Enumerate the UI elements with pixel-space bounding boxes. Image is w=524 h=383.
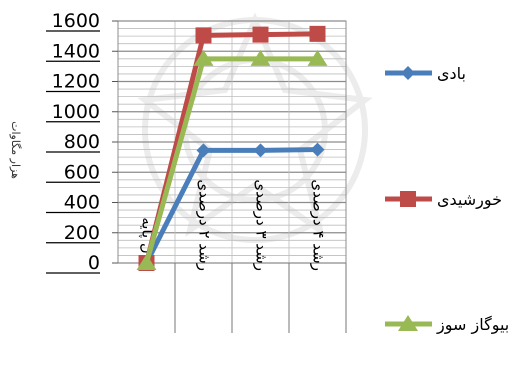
y-tick-label: 1000 xyxy=(52,101,100,123)
data-point xyxy=(253,143,268,158)
series-group xyxy=(136,25,328,271)
legend-label: بیوگاز سوز xyxy=(436,315,509,335)
series-line xyxy=(144,56,318,264)
y-tick-label: 1600 xyxy=(52,10,100,32)
legend-marker xyxy=(398,315,418,331)
legend-item: بادی xyxy=(385,64,466,83)
data-point xyxy=(307,49,328,66)
y-tick-label: 200 xyxy=(64,222,100,244)
legend-marker xyxy=(401,66,415,80)
y-axis: 0 200 400 600 800 1000 1200 1400 1600 xyxy=(46,10,118,274)
data-point xyxy=(196,143,211,158)
y-tick-label: 800 xyxy=(64,131,100,153)
legend: بادی خورشیدی بیوگاز سوز xyxy=(385,64,509,335)
legend-item: خورشیدی xyxy=(385,190,502,210)
y-tick-label: 0 xyxy=(88,252,100,274)
data-point xyxy=(250,49,271,66)
series-line xyxy=(144,147,318,265)
x-tick-label: رشد ۳ درصدی xyxy=(253,179,271,271)
x-tick-label: رشد ۴ درصدی xyxy=(310,179,328,271)
legend-item: بیوگاز سوز xyxy=(385,315,509,335)
data-point xyxy=(309,25,326,42)
y-tick-label: 1200 xyxy=(52,71,100,93)
series-line xyxy=(144,31,318,264)
legend-label: بادی xyxy=(437,64,466,83)
series xyxy=(138,25,326,271)
data-point xyxy=(195,27,212,44)
data-point xyxy=(252,26,269,43)
data-point xyxy=(310,142,325,157)
y-tick-label: 400 xyxy=(64,192,100,214)
legend-marker xyxy=(400,191,416,207)
legend-label: خورشیدی xyxy=(437,190,502,210)
y-tick-label: 600 xyxy=(64,161,100,183)
y-axis-label: هزار مگاوات xyxy=(9,121,22,179)
y-tick-label: 1400 xyxy=(52,40,100,62)
data-point xyxy=(136,254,157,270)
series xyxy=(136,49,328,270)
x-tick-label: رشد ۲ درصدی xyxy=(196,179,214,271)
data-point xyxy=(193,49,214,66)
